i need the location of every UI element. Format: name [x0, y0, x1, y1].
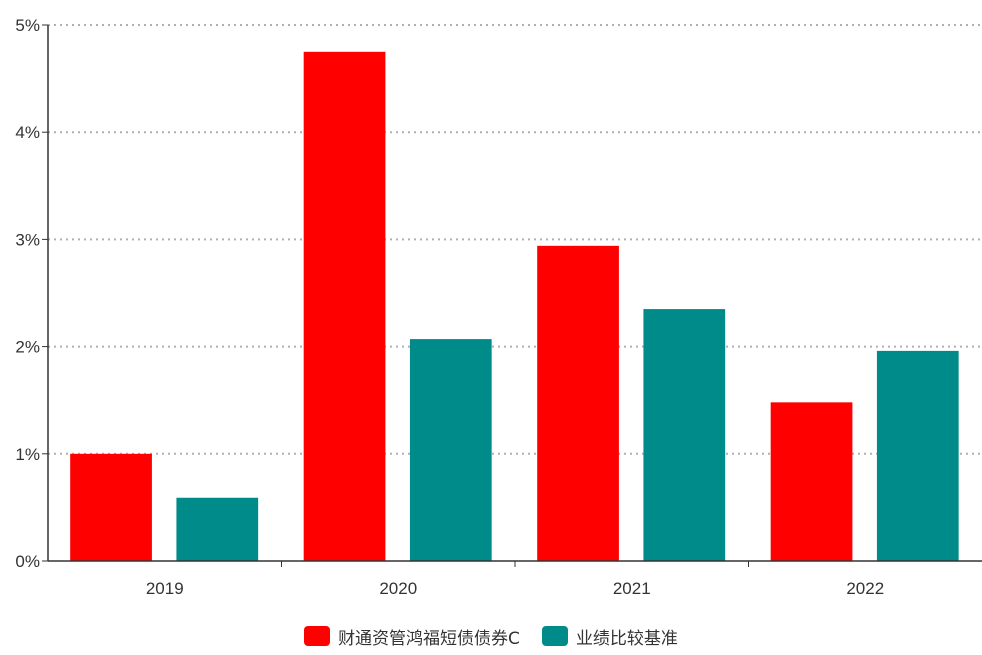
- legend-label-benchmark: 业绩比较基准: [575, 628, 678, 649]
- legend: 财通资管鸿福短债债券C 业绩比较基准: [0, 622, 982, 650]
- bar: [303, 51, 386, 562]
- legend-item-benchmark[interactable]: 业绩比较基准: [541, 624, 678, 649]
- bar: [643, 309, 726, 561]
- bars: [70, 51, 959, 562]
- y-tick-label: 2%: [15, 338, 40, 357]
- bar: [876, 350, 959, 561]
- bar: [770, 402, 853, 561]
- y-axis-ticks: 0% 1% 2% 3% 4% 5%: [15, 16, 48, 571]
- grid-lines: [48, 24, 982, 455]
- x-tick-label: 2020: [379, 579, 417, 598]
- bar: [70, 453, 152, 561]
- x-tick-label: 2021: [613, 579, 651, 598]
- bar: [176, 497, 259, 561]
- y-tick-label: 4%: [15, 123, 40, 142]
- x-tick-label: 2019: [146, 579, 184, 598]
- legend-item-fund[interactable]: 财通资管鸿福短债债券C: [304, 624, 520, 649]
- legend-swatch-benchmark: [541, 626, 568, 646]
- y-tick-label: 5%: [15, 16, 40, 35]
- bar: [537, 245, 619, 561]
- y-tick-label: 1%: [15, 445, 40, 464]
- x-axis-ticks: 2019 2020 2021 2022: [146, 561, 884, 598]
- legend-label-fund: 财通资管鸿福短债债券C: [338, 628, 520, 649]
- x-tick-label: 2022: [846, 579, 884, 598]
- legend-swatch-fund: [304, 626, 331, 646]
- bar: [409, 339, 492, 561]
- y-tick-label: 3%: [15, 230, 40, 249]
- y-tick-label: 0%: [15, 552, 40, 571]
